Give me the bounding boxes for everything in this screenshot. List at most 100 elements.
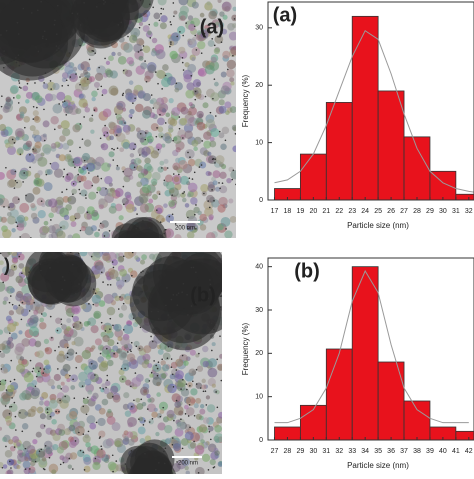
particle [213,47,220,55]
dot [61,276,64,278]
dot [75,352,78,354]
particle [184,404,189,410]
dot [21,301,24,304]
dot [67,84,69,87]
particle [178,410,184,416]
particle [90,325,99,334]
particle [64,373,70,379]
particle [189,442,197,449]
particle [169,50,178,60]
dot [18,64,21,67]
dot [142,45,145,47]
dot [45,173,48,176]
particle [219,11,225,17]
particle [211,342,216,347]
y-axis-title: Frequency (%) [241,74,250,127]
particle [137,172,145,179]
dot [40,200,43,202]
dot [79,44,81,47]
particle [30,212,38,220]
micrograph [0,252,222,474]
particle [228,198,234,204]
dot [91,49,94,52]
particle [226,177,232,184]
dot [56,4,59,7]
dot [72,161,75,163]
particle [184,465,189,471]
particle [96,186,102,192]
dot [5,445,7,448]
dot [3,50,5,52]
particle [215,389,220,395]
particle [16,214,26,223]
particle [157,166,164,173]
particle [56,384,62,390]
particle [70,221,77,227]
particle [6,179,16,188]
particle [39,322,47,330]
dot [124,122,126,124]
dot [26,82,29,85]
particle [190,197,198,205]
dot [74,440,77,442]
dot [150,94,153,96]
dot [13,142,16,144]
particle [71,341,76,346]
dot [124,463,127,465]
fit-curve [274,29,474,193]
dot [62,175,65,178]
dot [208,430,211,433]
dot [94,374,96,376]
x-tick-label: 27 [271,448,279,455]
dot [73,397,76,399]
particle [28,338,37,347]
x-tick-label: 29 [426,208,434,215]
dot [15,221,18,224]
dot [178,116,181,118]
dot [184,413,187,415]
particle [48,212,54,219]
dot [213,199,215,202]
particle [196,30,202,36]
particle [191,57,196,62]
dot [79,24,82,26]
dot [202,390,205,393]
dot [170,298,173,301]
dot [158,193,161,195]
particle [29,125,36,132]
particle [207,151,212,156]
particle [12,257,18,263]
particle [12,436,20,443]
dot [183,191,186,193]
dot [15,429,17,431]
dot [224,139,227,142]
micrograph [0,0,236,238]
particle [148,198,154,204]
dot [13,187,16,189]
dot [112,470,114,473]
particle [138,21,144,26]
particle [196,110,204,119]
particle [189,39,195,45]
dot [151,280,154,283]
dot [139,326,142,329]
dot [142,277,145,279]
dot [136,225,138,228]
dot [198,166,201,168]
particle [214,81,219,87]
particle [137,91,146,99]
particle [157,117,165,126]
dot [57,368,59,370]
particle [96,448,106,459]
dot [173,15,175,17]
particle [0,171,5,180]
dot [78,283,80,285]
particle [186,82,195,91]
dot [180,418,182,421]
particle [108,205,117,214]
dot [193,440,195,443]
particle [102,131,110,138]
particle [152,376,162,387]
dot [92,50,95,52]
dot [156,330,158,332]
